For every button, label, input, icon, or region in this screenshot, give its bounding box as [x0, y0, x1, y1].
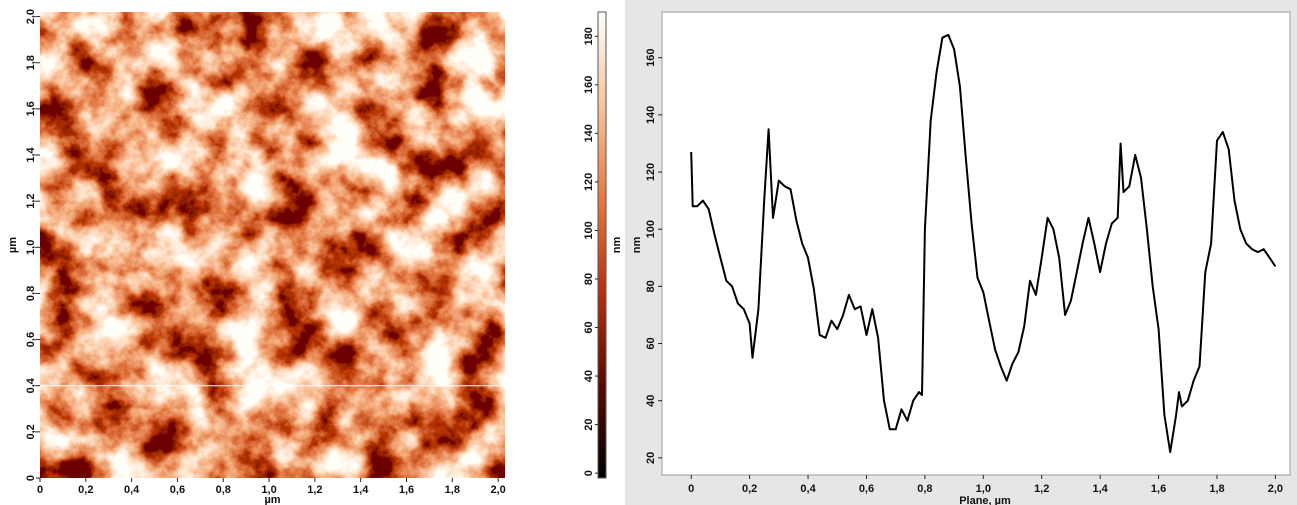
y-tick-label: 1,8	[25, 55, 37, 70]
x-tick-label: 0,4	[800, 483, 816, 495]
x-axis-label: µm	[264, 494, 280, 505]
x-axis-label: Plane, µm	[959, 495, 1011, 505]
y-tick-label: 1,6	[25, 101, 37, 116]
x-tick-label: 1,0	[976, 483, 991, 495]
y-axis-label: nm	[631, 237, 643, 254]
colorbar-label: nm	[611, 237, 623, 254]
colorbar	[597, 11, 607, 479]
x-tick-label: 0,2	[78, 484, 93, 496]
colorbar-tick-label: 60	[583, 321, 595, 333]
y-tick-label: 140	[645, 106, 657, 124]
y-tick-label: 40	[645, 395, 657, 407]
x-tick-label: 2,0	[490, 484, 505, 496]
y-tick-label: 160	[645, 49, 657, 67]
x-tick-label: 1,4	[353, 484, 369, 496]
colorbar-tick-label: 140	[583, 124, 595, 142]
x-tick-label: 1,8	[445, 484, 460, 496]
y-tick-label: 80	[645, 280, 657, 292]
profile-curve	[690, 33, 1277, 454]
colorbar-tick-label: 160	[583, 76, 595, 94]
x-tick-label: 1,6	[399, 484, 414, 496]
colorbar-tick-label: 40	[583, 370, 595, 382]
afm-image	[40, 12, 505, 478]
y-tick-label: 20	[645, 452, 657, 464]
x-tick-label: 1,2	[1034, 483, 1049, 495]
x-tick-label: 0,2	[742, 483, 757, 495]
y-tick-label: 120	[645, 163, 657, 181]
y-tick-label: 0,8	[25, 286, 37, 301]
y-tick-label: 1,0	[25, 240, 37, 255]
x-tick-label: 0,6	[170, 484, 185, 496]
x-tick-label: 0	[37, 484, 43, 496]
x-tick-label: 1,8	[1209, 483, 1224, 495]
y-tick-label: 1,4	[25, 147, 37, 163]
x-tick-label: 1,6	[1151, 483, 1166, 495]
x-tick-label: 2,0	[1268, 483, 1283, 495]
x-tick-label: 1,0	[261, 484, 276, 496]
y-tick-label: 1,2	[25, 194, 37, 209]
x-tick-label: 0,6	[859, 483, 874, 495]
y-tick-label: 0,4	[25, 377, 37, 393]
colorbar-tick-label: 180	[583, 27, 595, 45]
colorbar-tick-label: 0	[583, 470, 595, 476]
x-tick-label: 1,4	[1092, 483, 1108, 495]
y-tick-label: 2,0	[25, 9, 37, 24]
x-tick-label: 0	[688, 483, 694, 495]
x-tick-label: 0,8	[216, 484, 231, 496]
plot-area	[661, 11, 1291, 476]
y-tick-label: 100	[645, 220, 657, 238]
colorbar-tick-label: 20	[583, 418, 595, 430]
y-tick-label: 0,6	[25, 332, 37, 347]
y-tick-label: 60	[645, 337, 657, 349]
y-axis-label: µm	[7, 237, 19, 253]
x-tick-label: 0,4	[124, 484, 140, 496]
x-tick-label: 0,8	[917, 483, 932, 495]
y-tick-label: 0,2	[25, 424, 37, 439]
colorbar-tick-label: 120	[583, 173, 595, 191]
colorbar-tick-label: 100	[583, 221, 595, 239]
x-tick-label: 1,2	[307, 484, 322, 496]
colorbar-tick-label: 80	[583, 273, 595, 285]
y-tick-label: 0	[25, 475, 37, 481]
